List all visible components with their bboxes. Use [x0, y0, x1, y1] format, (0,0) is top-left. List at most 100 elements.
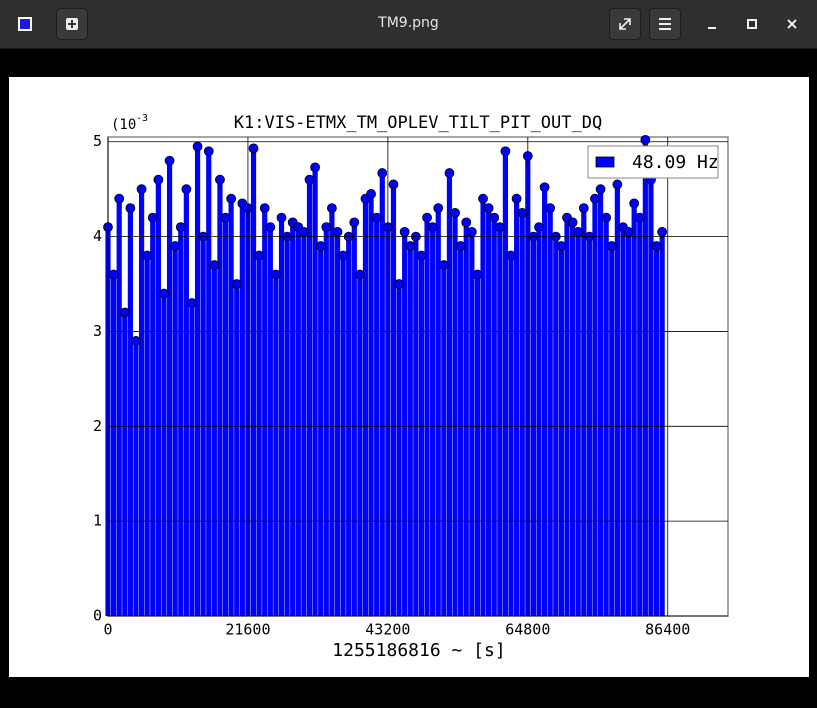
stem-marker [226, 193, 237, 204]
stem-marker [416, 250, 427, 261]
y-multiplier-exponent: -3 [136, 113, 148, 124]
stem-marker [108, 269, 119, 280]
stem-marker [595, 184, 606, 195]
stem-marker [623, 226, 634, 237]
stem-marker [629, 198, 640, 209]
stem-marker [175, 222, 186, 233]
title-bar: TM9.png [0, 0, 817, 49]
stem-marker [466, 226, 477, 237]
stem-marker [164, 155, 175, 166]
stem-marker [304, 174, 315, 185]
stem-marker [489, 212, 500, 223]
x-tick-label: 86400 [645, 621, 690, 639]
stem-marker [254, 250, 265, 261]
stem-marker [399, 226, 410, 237]
stem-marker [534, 222, 544, 233]
stem-marker [472, 269, 483, 280]
stem-marker [220, 212, 231, 223]
stem-marker [590, 193, 600, 204]
window-controls[interactable] [696, 8, 816, 40]
stem-marker [371, 212, 382, 223]
stem-marker [388, 179, 399, 190]
stem-marker [511, 193, 522, 204]
stem-marker [321, 222, 332, 233]
stem-marker [119, 307, 130, 318]
stem-marker [153, 174, 164, 185]
stem-marker [500, 146, 511, 157]
stem-marker [651, 241, 662, 251]
y-tick-label: 4 [93, 227, 102, 245]
image-canvas: K1:VIS-ETMX_TM_OPLEV_TILT_PIT_OUT_DQ 125… [9, 77, 809, 677]
stem-marker [203, 146, 214, 157]
stem-marker [545, 203, 556, 214]
stem-marker [601, 212, 612, 223]
stem-marker [142, 250, 153, 261]
stem-marker [405, 241, 416, 251]
stem-marker [209, 260, 220, 270]
stem-marker [170, 241, 181, 251]
stem-marker [332, 226, 343, 237]
stem-marker [136, 184, 147, 195]
stem-marker [131, 336, 141, 346]
stem-marker [125, 203, 136, 214]
window-title: TM9.png [378, 15, 439, 31]
stem-marker [539, 182, 550, 193]
stem-marker [299, 226, 309, 237]
stem-marker [315, 241, 326, 251]
chart-title: K1:VIS-ETMX_TM_OPLEV_TILT_PIT_OUT_DQ [234, 113, 602, 133]
stem-marker [517, 207, 528, 218]
menu-button[interactable] [649, 8, 681, 40]
stem-marker [606, 241, 617, 251]
stem-marker [114, 193, 125, 204]
stem-marker [450, 207, 460, 218]
stem-marker [231, 279, 242, 289]
stem-marker [192, 141, 203, 152]
stem-marker [612, 179, 623, 190]
y-tick-label: 5 [93, 132, 102, 150]
y-multiplier-base: (10 [111, 117, 136, 133]
stem-marker [455, 241, 466, 251]
stem-marker [265, 222, 276, 233]
x-tick-label: 43200 [365, 621, 410, 639]
chart: K1:VIS-ETMX_TM_OPLEV_TILT_PIT_OUT_DQ 125… [93, 113, 729, 661]
stem-marker [394, 279, 404, 289]
stem-marker [366, 189, 376, 199]
fullscreen-button[interactable] [609, 8, 641, 40]
stem-marker [271, 269, 281, 280]
new-button[interactable] [56, 8, 88, 40]
stem-marker [215, 174, 225, 185]
stem-marker [433, 203, 444, 214]
x-tick-label: 21600 [225, 621, 270, 639]
stem-marker [248, 143, 259, 154]
stem-marker [349, 217, 360, 228]
stem-marker [427, 222, 438, 233]
stem-marker [422, 212, 432, 223]
stem-marker [159, 288, 169, 299]
stem-marker [338, 250, 348, 261]
x-axis-label: 1255186816 ~ [s] [332, 640, 505, 661]
stem-marker [310, 162, 321, 173]
stem-marker [461, 217, 472, 228]
y-tick-label: 0 [93, 607, 102, 625]
stem-marker [578, 203, 589, 214]
stem-marker [187, 298, 197, 308]
stem-marker [494, 222, 505, 233]
stem-marker [556, 241, 567, 251]
stem-marker [444, 168, 455, 178]
stem-marker [147, 212, 158, 223]
stem-marker [657, 226, 668, 237]
legend-label: 48.09 Hz [632, 152, 719, 173]
y-tick-label: 2 [93, 417, 102, 435]
stem-marker [276, 212, 287, 223]
stem-marker [478, 193, 488, 204]
y-tick-label: 1 [93, 512, 102, 530]
y-tick-label: 3 [93, 322, 102, 340]
app-icon [8, 8, 42, 40]
stem-marker [634, 212, 645, 223]
stem-marker [438, 260, 449, 270]
stem-marker [506, 250, 516, 261]
stem-marker [181, 184, 192, 195]
stem-marker [326, 203, 337, 214]
stem-marker [567, 217, 578, 228]
